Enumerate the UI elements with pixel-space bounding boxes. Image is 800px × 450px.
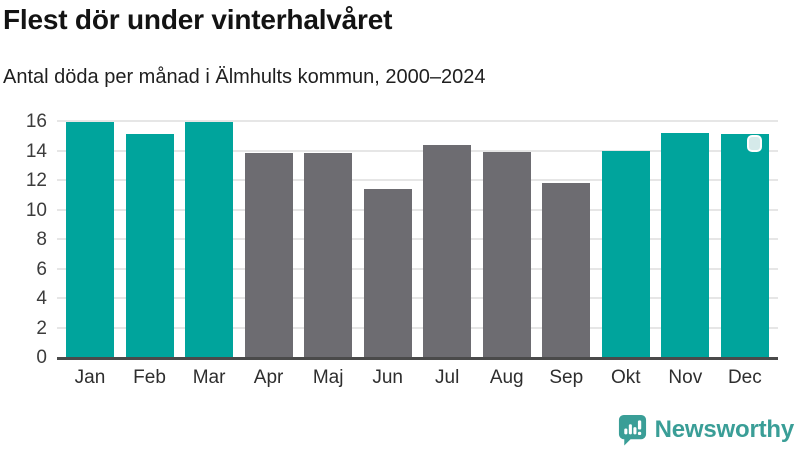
x-tick-label-sep: Sep [549,367,584,388]
x-tick-label-apr: Apr [253,367,284,388]
x-tick-label-nov: Nov [668,367,703,388]
y-tick-label-6: 6 [36,258,47,280]
y-tick-label-4: 4 [36,288,47,309]
bar-okt[interactable] [601,150,650,357]
grid-line-14 [57,149,778,152]
grid-line-8 [57,238,778,240]
x-axis: Jan Feb Mar Apr Maj Jun Jul Aug Sep Okt Nov Dec [57,367,778,389]
grid-line-2 [57,326,778,329]
x-tick-label-okt: Okt [611,367,641,388]
x-tick-label-feb: Feb [133,367,166,388]
bar-jun[interactable] [363,188,412,357]
y-tick-label-10: 10 [25,199,47,221]
bar-series [57,121,778,357]
grid-line-6 [57,267,778,270]
x-tick-label-maj: Maj [312,367,344,388]
bar-nov[interactable] [661,132,710,357]
grid-line-16 [57,120,778,122]
plot-area [57,120,778,360]
bar-sep[interactable] [542,182,591,357]
bar-aug[interactable] [482,151,531,357]
bar-feb[interactable] [125,134,174,357]
grid-line-12 [57,179,778,181]
grid-line-4 [57,297,778,299]
y-tick-label-2: 2 [36,317,47,339]
bar-maj[interactable] [304,153,353,357]
newsworthy-wordmark: Newsworthy [654,416,795,443]
chart-title: Flest dör under vinterhalvåret [3,4,393,35]
y-tick-label-14: 14 [25,140,47,162]
x-tick-label-dec: Dec [727,367,762,388]
chart-subtitle: Antal döda per månad i Älmhults kommun, … [3,66,486,88]
logo-bubble-shape [618,414,646,446]
x-tick-label-jul: Jul [435,367,460,388]
bar-jul[interactable] [423,144,472,357]
y-tick-label-12: 12 [25,170,47,191]
x-tick-label-mar: Mar [192,367,226,388]
bar-chart-speech-bubble-icon [617,414,648,446]
selection-handle[interactable] [746,135,762,153]
bar-apr[interactable] [244,153,293,357]
grid-line-10 [57,208,778,211]
newsworthy-logo[interactable]: Newsworthy [617,414,794,446]
x-tick-label-aug: Aug [489,367,524,388]
x-tick-label-jun: Jun [372,367,403,388]
x-tick-label-jan: Jan [74,367,106,388]
y-tick-label-16: 16 [25,111,47,132]
bar-jan[interactable] [66,122,114,357]
bar-mar[interactable] [185,122,234,357]
y-tick-label-0: 0 [36,347,47,368]
bar-dec[interactable] [720,134,769,357]
y-tick-label-8: 8 [36,229,47,250]
